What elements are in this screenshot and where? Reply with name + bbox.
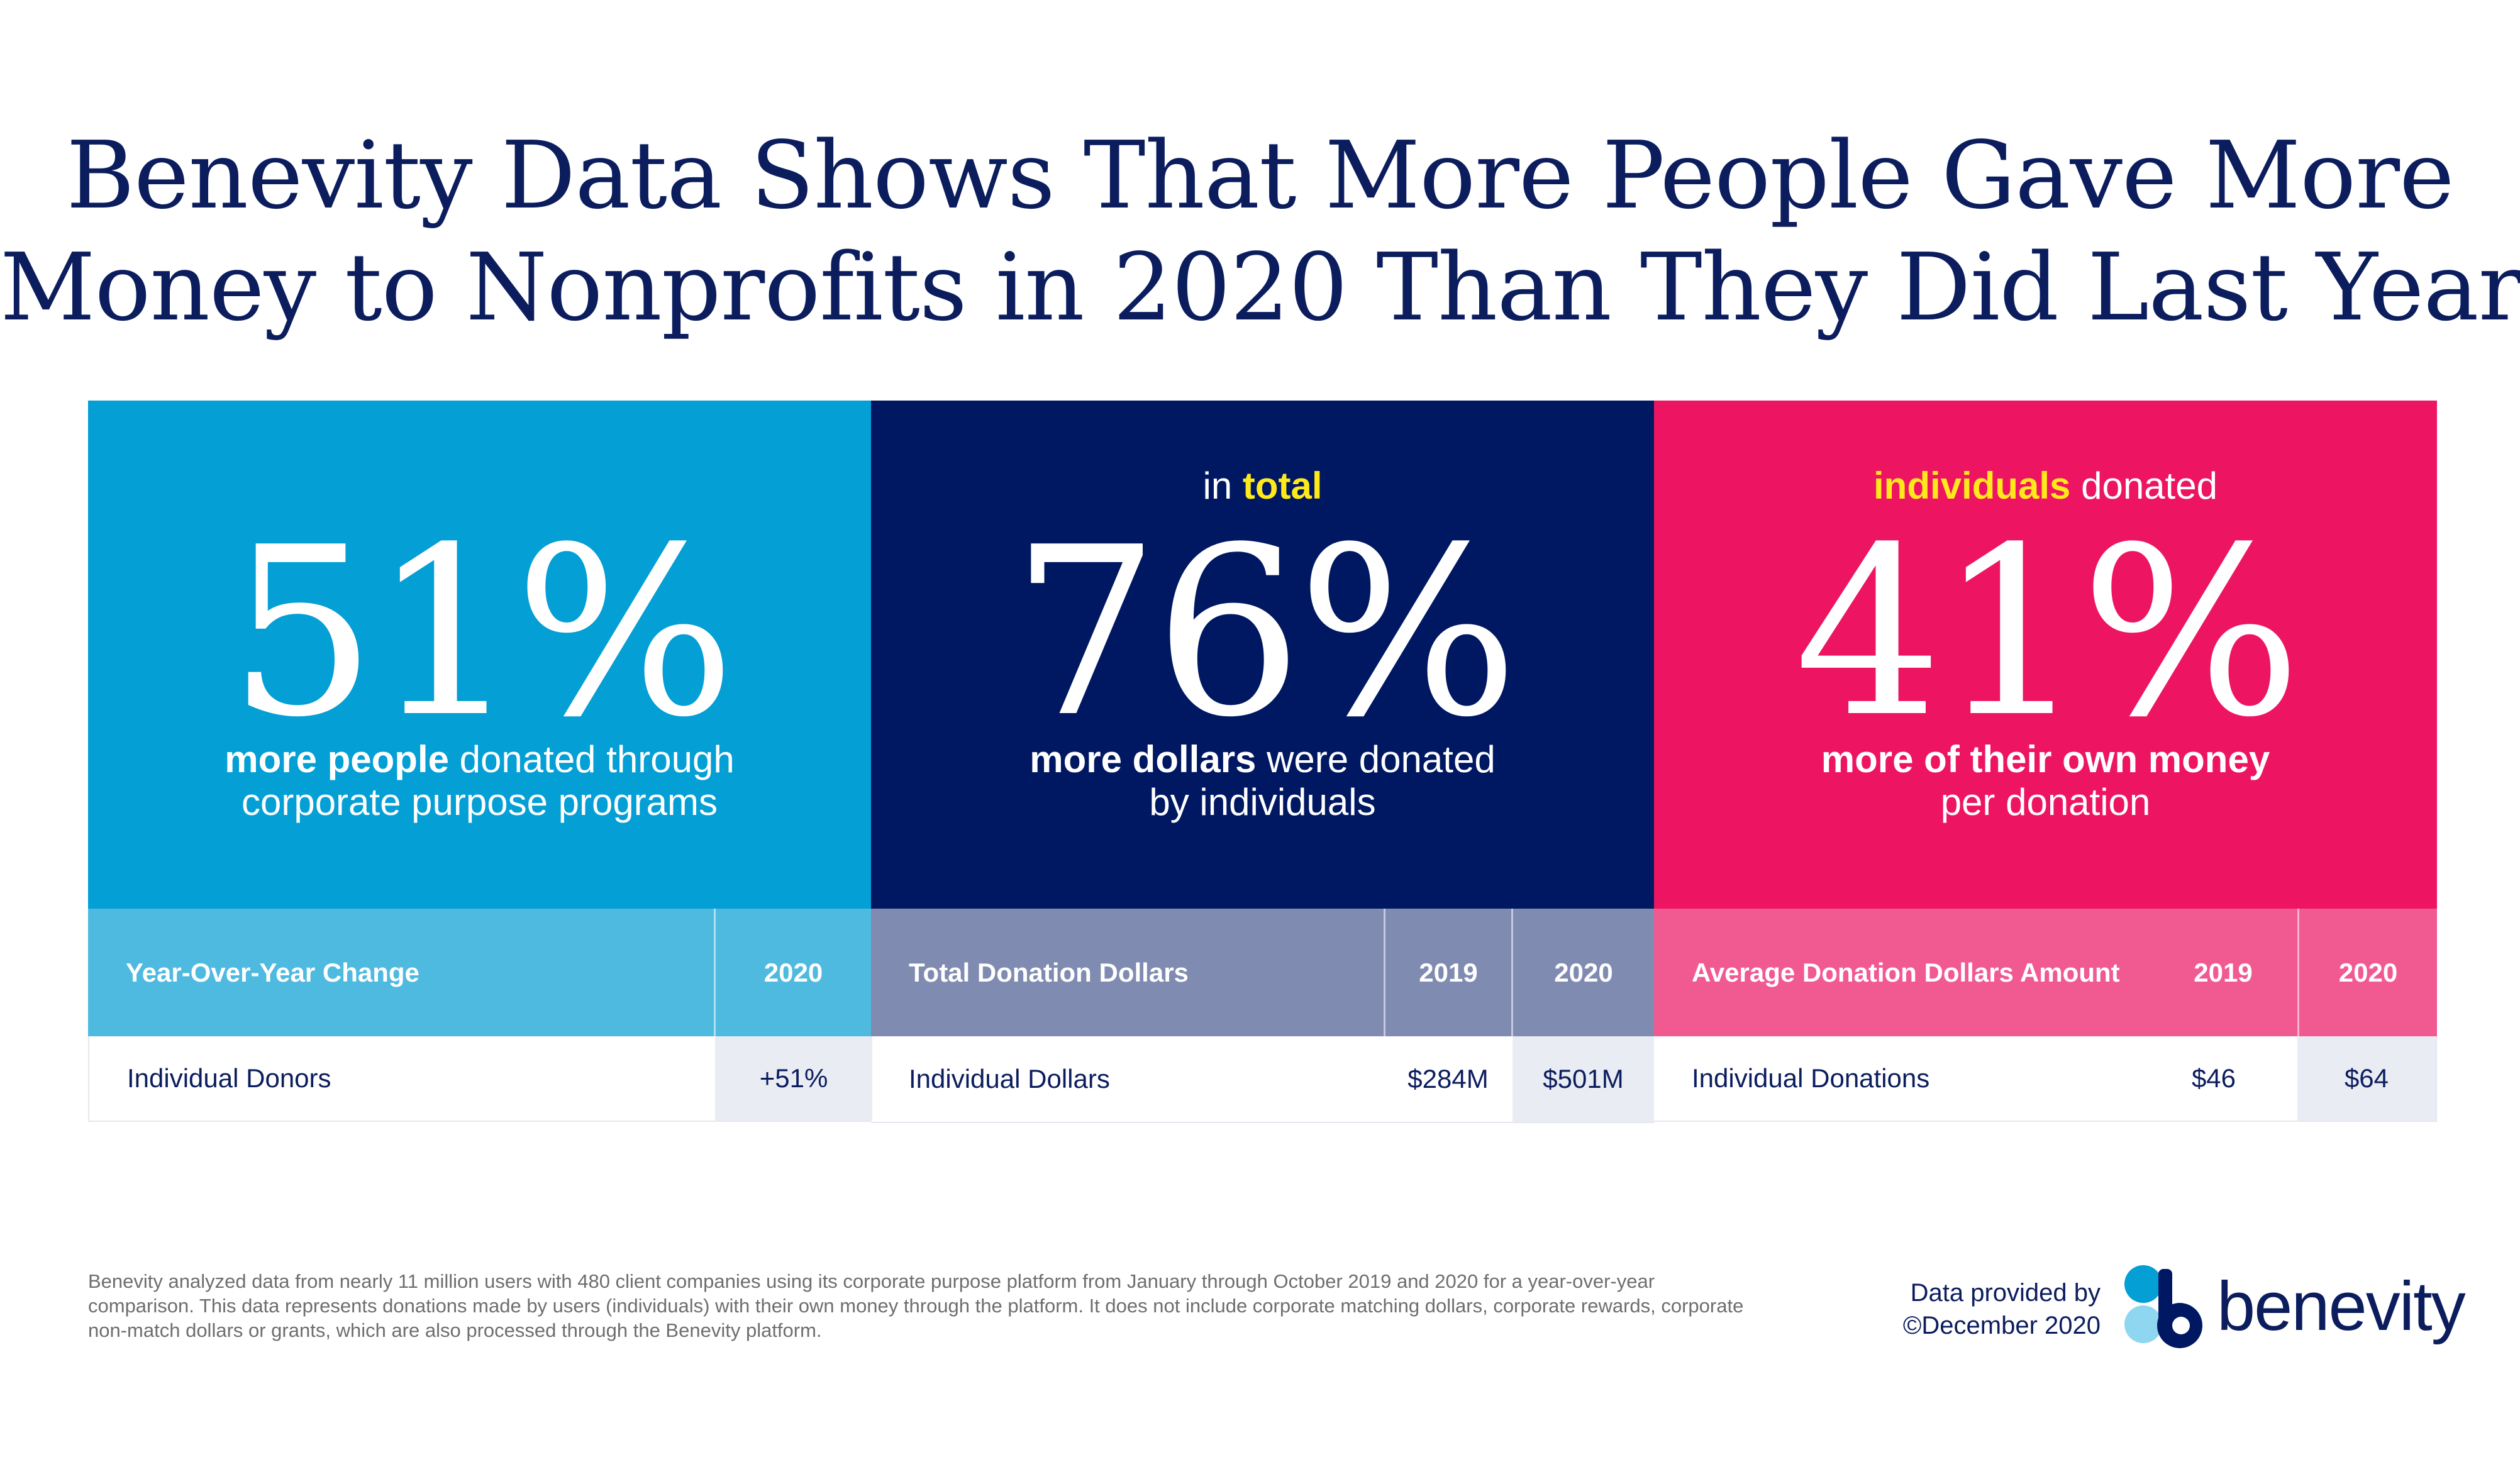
table-cell-2020: $64 [2297,1036,2436,1121]
stat-description-bold: more people [225,738,449,780]
table-cell-2020: $501M [1513,1036,1654,1122]
table-cell-2019: $284M [1407,1064,1489,1094]
stat-value: 76% [1011,498,1518,768]
table-row-label: Individual Dollars [909,1064,1110,1094]
stat-description-bold: more dollars [1030,738,1257,780]
table-cell-2020: +51% [715,1036,872,1121]
stat-panel-average: individuals donated 41% more of their ow… [1654,401,2437,909]
stat-panel-dollars: in total 76% more dollars were donated b… [871,401,1654,909]
stat-description-line2: corporate purpose programs [241,781,718,823]
stat-panel-people: 51% more people donated through corporat… [88,401,871,909]
stat-lead: in total [871,463,1654,509]
column-divider [714,909,716,1036]
table-row-yoy: Individual Donors +51% [88,1036,872,1122]
stat-description: more people donated through corporate pu… [88,738,871,824]
table-header-col-2020: 2020 [2338,957,2398,987]
stat-description: more dollars were donated by individuals [871,738,1654,824]
table-header-label: Year-Over-Year Change [126,957,419,987]
stat-description-bold: more of their own money [1821,738,2270,780]
stat-lead-pre: in [1202,465,1243,507]
table-row-total: Individual Dollars $284M $501M [871,1036,1654,1123]
credit-line-2: ©December 2020 [1902,1312,2101,1339]
stat-lead-post: donated [2070,465,2217,507]
credit-line-1: Data provided by [1910,1279,2101,1307]
stat-description: more of their own money per donation [1654,738,2437,824]
methodology-footnote: Benevity analyzed data from nearly 11 mi… [88,1270,1744,1341]
stat-description-rest: donated through [449,738,735,780]
data-credit: Data provided by ©December 2020 [1862,1276,2101,1342]
table-header-label: Total Donation Dollars [909,957,1189,987]
title-line-2: Money to Nonprofits in 2020 Than They Di… [0,233,2520,341]
title-line-1: Benevity Data Shows That More People Gav… [66,121,2454,230]
table-header-label: Average Donation Dollars Amount [1692,957,2120,987]
column-divider [1511,909,1513,1036]
table-row-label: Individual Donations [1692,1063,1930,1093]
table-header-col-2020: 2020 [1554,957,1613,987]
table-row-label: Individual Donors [127,1063,331,1093]
stat-description-line2: by individuals [1149,781,1376,823]
page-title: Benevity Data Shows That More People Gav… [0,119,2520,343]
stat-description-rest: were donated [1256,738,1496,780]
column-divider [2297,909,2299,1036]
table-header-col-2019: 2019 [1419,957,1478,987]
table-header-col-2020: 2020 [763,957,823,987]
table-header-yoy: Year-Over-Year Change 2020 [88,909,871,1036]
table-header-col-2019: 2019 [2194,957,2253,987]
stat-description-line2: per donation [1940,781,2151,823]
stat-value: 41% [1794,498,2301,768]
table-header-total: Total Donation Dollars 2019 2020 [871,909,1654,1036]
table-header-average: Average Donation Dollars Amount 2019 202… [1654,909,2437,1036]
column-divider [1384,909,1385,1036]
table-cell-2019: $46 [2191,1063,2236,1093]
stat-value: 51% [228,498,735,768]
benevity-logo-icon [2124,1265,2202,1348]
benevity-logo: benevity [2119,1258,2466,1352]
benevity-wordmark: benevity [2217,1268,2466,1345]
table-row-average: Individual Donations $46 $64 [1654,1036,2437,1122]
stat-lead: individuals donated [1654,463,2437,509]
stat-lead-highlight: individuals [1873,465,2071,507]
stat-lead-highlight: total [1242,465,1323,507]
